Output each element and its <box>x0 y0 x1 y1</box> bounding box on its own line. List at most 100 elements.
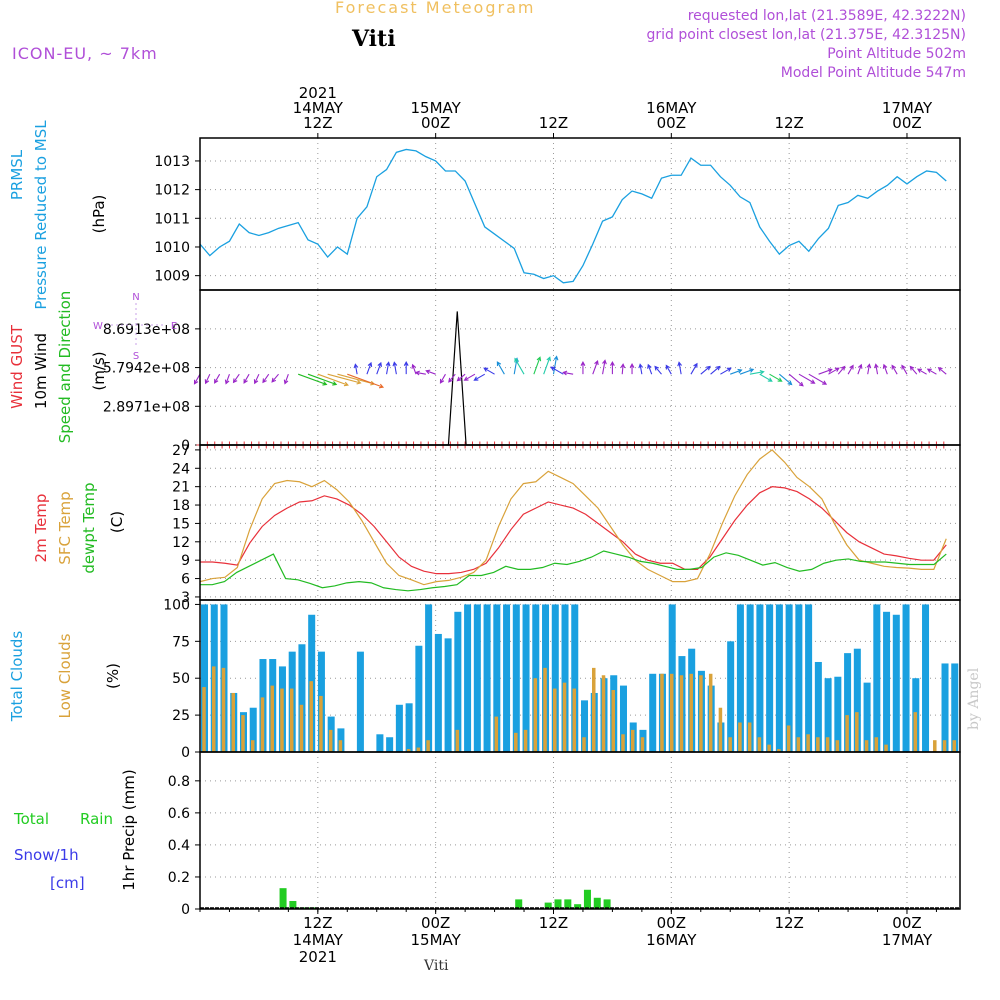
wind-arrow <box>837 365 846 375</box>
model-label: ICON-EU, ~ 7km <box>12 44 158 63</box>
total-rain-label-a: Total <box>13 810 49 828</box>
wind-arrow <box>828 367 840 375</box>
rain-bar <box>593 897 601 909</box>
total-cloud-bar <box>386 737 394 752</box>
footer-station: Viti <box>424 958 449 974</box>
cloud-tick-label: 75 <box>172 634 190 650</box>
compass-cross <box>106 303 166 347</box>
wind-arrow <box>818 368 833 375</box>
wind-arrow <box>647 363 653 375</box>
low-cloud-bar <box>728 737 732 752</box>
low-cloud-bar <box>884 744 888 752</box>
wind-arrow <box>909 365 918 375</box>
bottom-time-label: 17MAY <box>882 931 933 949</box>
low-cloud-bar <box>835 740 840 752</box>
wind-arrow <box>739 368 755 375</box>
total-cloud-bar <box>473 604 481 752</box>
wind-arrow <box>283 373 289 385</box>
wind-arrow <box>550 366 564 375</box>
wind-arrow <box>592 359 599 375</box>
total-cloud-bar <box>415 645 423 752</box>
wind-arrow <box>677 361 682 375</box>
low-cloud-bar <box>718 707 723 752</box>
low-cloud-bar <box>221 667 226 752</box>
wind-arrow <box>808 373 828 385</box>
precip-tick-label: 0.2 <box>168 870 190 886</box>
wind-arrow <box>271 373 279 383</box>
low-cloud-bar <box>942 740 947 752</box>
wind-arrow <box>253 373 260 385</box>
wind-arrow <box>857 363 863 375</box>
total-cloud-bar <box>619 685 627 752</box>
total-cloud-bar <box>356 651 364 752</box>
rain-bar <box>603 899 611 909</box>
temp-tick-label: 27 <box>172 443 190 459</box>
wind-arrow <box>882 363 888 375</box>
low-clouds-label: Low Clouds <box>56 633 74 718</box>
total-cloud-bar <box>425 604 433 752</box>
temp-tick-label: 6 <box>181 572 190 588</box>
wind-arrow <box>937 367 947 375</box>
total-cloud-bar <box>844 653 852 752</box>
low-cloud-bar <box>874 737 879 752</box>
low-cloud-bar <box>553 688 557 752</box>
total-cloud-bar <box>444 638 452 752</box>
low-cloud-bar <box>786 725 791 752</box>
wind-arrow <box>891 364 898 375</box>
prmsl-tick-label: 1013 <box>154 154 190 170</box>
total-cloud-bar <box>395 704 403 752</box>
low-cloud-bar <box>572 688 577 752</box>
wind-arrow <box>769 373 783 382</box>
rain-bar <box>583 889 591 909</box>
cloud-tick-label: 50 <box>172 671 190 687</box>
low-cloud-bar <box>630 729 635 752</box>
total-cloud-bar <box>405 703 413 752</box>
wind-arrow <box>620 363 626 375</box>
wind-arrow <box>533 356 542 375</box>
compass-south: S <box>133 351 139 362</box>
bottom-time-label: 00Z <box>892 914 921 932</box>
wind-arrow <box>376 361 382 375</box>
dewpt-label: dewpt Temp <box>80 482 98 573</box>
low-cloud-bar <box>328 729 333 752</box>
gust-label: Wind GUST <box>8 324 26 409</box>
wind-arrow <box>901 364 908 375</box>
low-cloud-bar <box>212 666 216 752</box>
prmsl-tick-label: 1012 <box>154 183 190 199</box>
total-rain-label-b: Rain <box>80 810 113 828</box>
total-cloud-bar <box>512 604 520 752</box>
low-cloud-bar <box>689 673 693 752</box>
low-cloud-bar <box>952 740 957 752</box>
low-cloud-bar <box>250 740 255 752</box>
top-time-label: 00Z <box>657 114 686 132</box>
prmsl-tick-label: 1009 <box>154 269 190 285</box>
rain-bar <box>564 899 572 909</box>
bottom-time-label: 12Z <box>539 914 568 932</box>
cloud-tick-label: 100 <box>163 597 190 613</box>
total-cloud-bar <box>649 673 657 752</box>
top-time-label: 2021 <box>299 84 337 102</box>
low-cloud-bar <box>806 734 810 752</box>
wind-arrow <box>629 363 635 375</box>
prmsl-tick-label: 1010 <box>154 240 190 256</box>
gridpoint-coords: grid point closest lon,lat (21.375E, 42.… <box>646 27 966 43</box>
low-cloud-bar <box>319 695 323 752</box>
low-cloud-bar <box>202 687 206 752</box>
wind-arrow <box>232 373 240 384</box>
wind-arrow <box>847 364 854 375</box>
rain-bar <box>515 899 523 909</box>
cloud-unit: (%) <box>104 663 122 689</box>
wind-arrow <box>403 361 409 375</box>
prmsl-unit: (hPa) <box>90 195 108 234</box>
total-cloud-bar <box>775 604 783 752</box>
bottom-time-label: 00Z <box>421 914 450 932</box>
top-time-label: 12Z <box>303 114 332 132</box>
bottom-time-label: 00Z <box>657 914 686 932</box>
chart-title: Forecast Meteogram <box>335 0 536 17</box>
total-cloud-bar <box>795 604 803 752</box>
low-cloud-bar <box>747 722 752 752</box>
rain-bar <box>289 900 297 909</box>
station-name: Viti <box>352 26 396 52</box>
model-altitude: Model Point Altitude 547m <box>780 65 966 81</box>
top-time-label: 00Z <box>892 114 921 132</box>
